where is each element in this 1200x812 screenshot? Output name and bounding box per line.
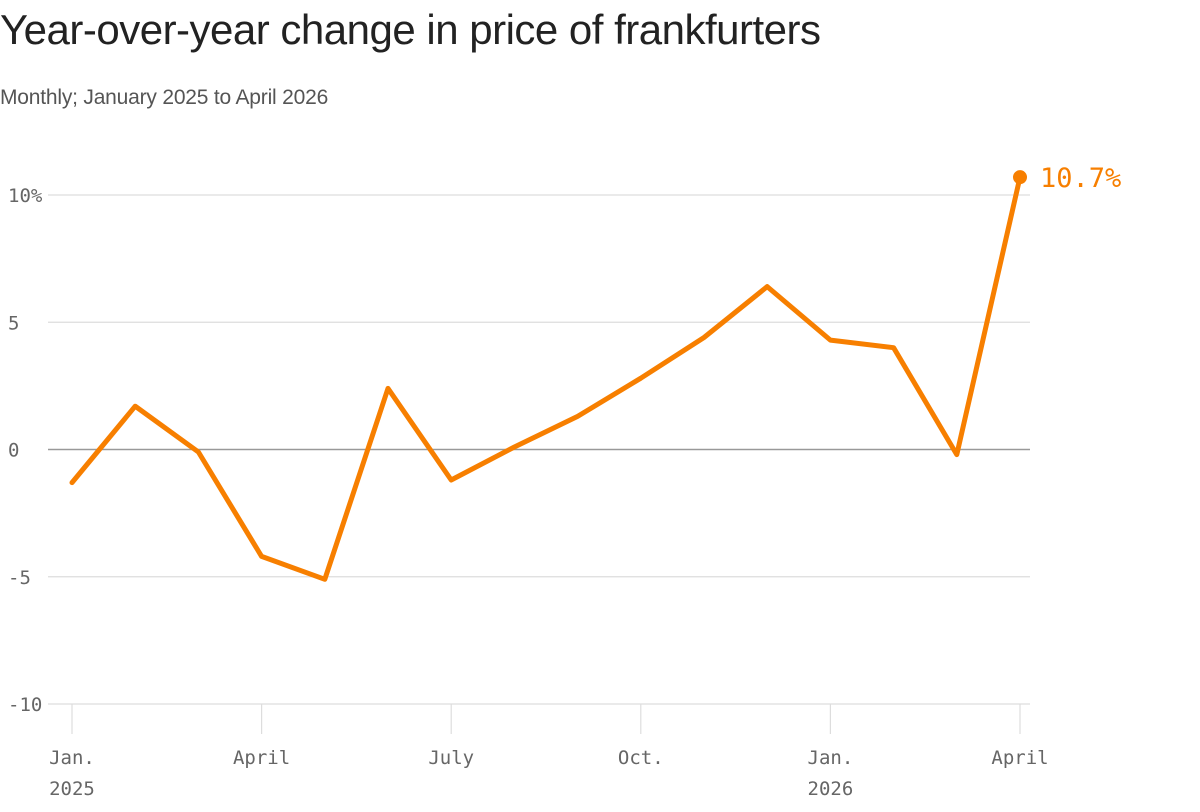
x-tick-year-label: 2025 bbox=[49, 778, 95, 800]
x-tick-label: April bbox=[991, 747, 1048, 769]
x-tick-label: Jan. bbox=[49, 747, 95, 769]
x-tick-label: April bbox=[233, 747, 290, 769]
data-point bbox=[132, 403, 138, 409]
data-point bbox=[69, 480, 75, 486]
data-point bbox=[954, 452, 960, 458]
y-axis-ticks: 10% 5 0 -5 -10 bbox=[8, 185, 43, 716]
y-tick-label: 10% bbox=[8, 185, 43, 207]
data-point bbox=[701, 335, 707, 341]
data-point bbox=[638, 375, 644, 381]
y-tick-label: -5 bbox=[8, 567, 31, 589]
x-tick-label: Jan. bbox=[808, 747, 854, 769]
series-layer: 10.7% bbox=[69, 163, 1121, 582]
data-point bbox=[764, 284, 770, 290]
x-tick-year-label: 2026 bbox=[808, 778, 854, 800]
y-tick-label: 0 bbox=[8, 440, 19, 462]
end-point-marker bbox=[1013, 170, 1027, 185]
x-axis-ticks: Jan. 2025 April July Oct. Jan. 2026 April bbox=[49, 704, 1049, 800]
data-point bbox=[322, 576, 328, 582]
data-point bbox=[575, 413, 581, 419]
x-tick-label: July bbox=[428, 747, 474, 769]
data-point bbox=[195, 449, 201, 455]
series-line bbox=[69, 174, 1023, 582]
data-point bbox=[259, 553, 265, 559]
end-value-label: 10.7% bbox=[1040, 163, 1121, 194]
chart-title: Year-over-year change in price of frankf… bbox=[0, 6, 821, 53]
x-tick-label: Oct. bbox=[618, 747, 664, 769]
y-tick-label: -10 bbox=[8, 694, 42, 716]
data-point bbox=[891, 345, 897, 351]
gridlines bbox=[48, 194, 1030, 705]
data-point bbox=[511, 444, 517, 450]
chart-subtitle: Monthly; January 2025 to April 2026 bbox=[0, 86, 329, 109]
data-point bbox=[448, 477, 454, 483]
data-point bbox=[385, 385, 391, 391]
y-tick-label: 5 bbox=[8, 312, 19, 334]
data-point bbox=[827, 337, 833, 343]
